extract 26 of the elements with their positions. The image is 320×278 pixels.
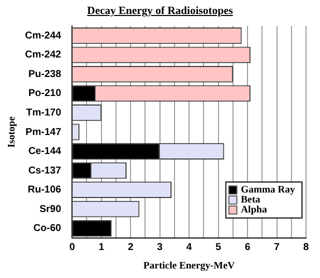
y-tick-label: Po-210 [28,88,62,100]
x-tick-label: 6 [244,242,251,253]
x-tick-label: 4 [186,242,192,253]
y-tick-label: Tm-170 [26,107,62,118]
y-tick-label: Ce-144 [28,146,62,158]
y-tick-label: Cm-242 [24,50,62,61]
legend-label: Gamma Ray [240,184,296,196]
legend-label: Alpha [240,204,267,216]
y-tick-label: Ru-106 [28,184,62,196]
y-tick-label: Cs-137 [28,165,62,176]
x-tick-label: 7 [274,242,280,253]
y-tick-label: Pu-238 [28,68,62,80]
x-tick-label: 5 [216,242,222,253]
chart-title: Decay Energy of Radioisotopes [86,5,234,17]
legend-label: Beta [240,194,260,206]
x-tick-label: 1 [98,242,105,253]
x-tick-label: 0 [69,242,76,253]
y-tick-label: Cm-244 [24,30,62,42]
y-axis-title: Isotope [6,116,18,148]
y-tick-label: Co-60 [33,223,62,234]
y-tick-label: Sr90 [39,204,62,215]
y-tick-label: Pm-147 [26,126,62,138]
x-tick-label: 8 [303,242,310,253]
x-tick-label: 3 [157,242,164,253]
x-tick-label: 2 [128,242,134,253]
x-axis-title: Particle Energy-MeV [143,260,236,272]
